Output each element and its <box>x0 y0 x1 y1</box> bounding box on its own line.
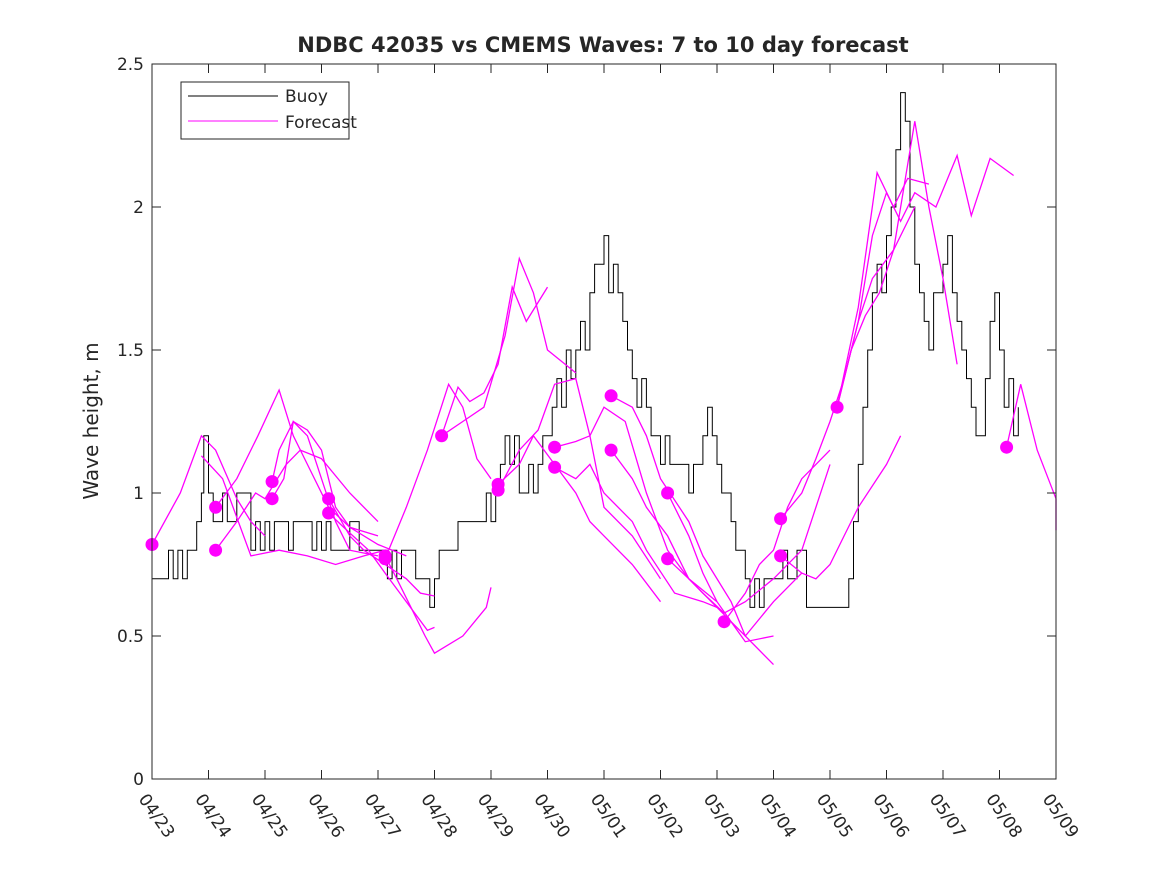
forecast-series-line <box>836 170 930 408</box>
forecast-series-line <box>215 388 379 537</box>
legend-buoy-label: Buoy <box>285 87 328 107</box>
forecast-start-marker <box>491 483 505 497</box>
forecast-series-line <box>151 434 266 545</box>
forecast-start-marker <box>661 486 675 500</box>
forecast-series-line <box>384 382 492 560</box>
forecast-start-marker <box>209 500 223 514</box>
y-axis-label: Wave height, m <box>79 342 103 499</box>
forecast-start-marker <box>322 506 336 520</box>
forecast-series-line <box>271 420 379 557</box>
forecast-start-marker <box>661 552 675 566</box>
forecast-start-marker <box>774 549 788 563</box>
forecast-series-line <box>610 395 774 666</box>
forecast-series-line <box>328 512 435 632</box>
forecast-series-line <box>554 463 718 609</box>
forecast-start-marker <box>322 492 336 506</box>
forecast-start-marker <box>378 552 392 566</box>
y-tick-label: 0 <box>133 770 144 790</box>
legend: Buoy Forecast <box>180 81 357 140</box>
forecast-start-marker <box>604 443 618 457</box>
forecast-series-line <box>667 492 803 637</box>
forecast-start-marker <box>774 512 788 526</box>
forecast-series-line <box>200 455 386 566</box>
forecast-start-marker <box>265 475 279 489</box>
forecast-start-marker <box>717 615 731 629</box>
y-tick-label: 0.5 <box>117 627 144 647</box>
forecast-series-line <box>497 377 662 580</box>
forecast-series-line <box>271 420 407 557</box>
forecast-series-line <box>497 434 662 603</box>
forecast-start-marker <box>435 429 449 443</box>
forecast-start-marker <box>265 492 279 506</box>
forecast-series-line <box>723 449 831 623</box>
y-tick-label: 1.5 <box>117 341 144 361</box>
forecast-start-marker <box>604 389 618 403</box>
forecast-start-marker <box>548 460 562 474</box>
forecast-start-marker <box>548 440 562 454</box>
y-tick-label: 2 <box>133 198 144 218</box>
forecast-series-line <box>554 406 718 603</box>
forecast-start-marker <box>830 400 844 414</box>
forecast-start-marker <box>1000 440 1014 454</box>
plot-area <box>145 92 1057 666</box>
y-tick-label: 1 <box>133 484 144 504</box>
forecast-series-line <box>441 256 577 437</box>
forecast-series-line <box>836 153 1014 408</box>
buoy-series-line <box>152 92 1019 608</box>
y-tick-label: 2.5 <box>117 55 144 75</box>
legend-forecast-label: Forecast <box>285 113 357 133</box>
forecast-start-marker <box>209 543 223 557</box>
forecast-series-line <box>384 555 492 655</box>
forecast-series-line <box>440 284 549 437</box>
chart-title: NDBC 42035 vs CMEMS Waves: 7 to 10 day f… <box>297 33 908 57</box>
forecast-series-line <box>836 121 958 408</box>
forecast-series-line <box>780 435 902 580</box>
legend-box <box>180 81 350 140</box>
